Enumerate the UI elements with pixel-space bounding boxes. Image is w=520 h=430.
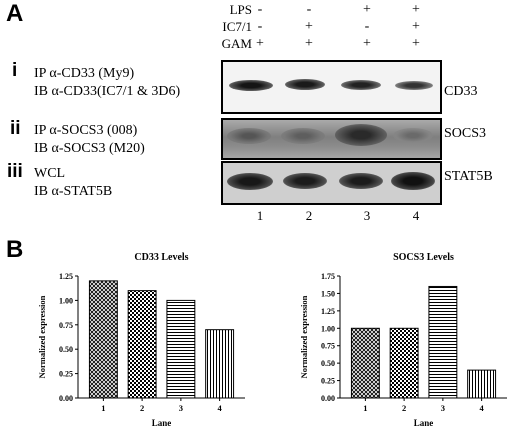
blot-cd33 <box>221 60 442 114</box>
band-lane-1 <box>229 80 273 91</box>
condition-sign: + <box>256 36 264 51</box>
blot-socs3 <box>221 118 442 160</box>
y-tick-label: 0.00 <box>59 394 73 403</box>
band-lane-3 <box>335 124 387 146</box>
chart-socs3-levels: SOCS3 Levels 0.00 0.25 0.50 0.75 1.00 1.25 1.50… <box>299 252 507 428</box>
band-lane-4 <box>395 81 433 90</box>
band-lane-3 <box>339 173 383 189</box>
band-lane-2 <box>281 128 325 144</box>
x-tick-label: 4 <box>480 403 485 413</box>
blot-iii-numeral: iii <box>7 161 23 182</box>
y-tick-label: 1.75 <box>321 272 335 281</box>
x-tick-label: 3 <box>441 403 445 413</box>
band-lane-3 <box>341 80 381 90</box>
x-tick-label: 1 <box>101 403 105 413</box>
blot-i-numeral: i <box>12 60 18 81</box>
blot-iii-wcl-label: WCL <box>34 166 66 181</box>
lane-number: 3 <box>363 208 371 223</box>
bar <box>467 369 497 399</box>
lane-number: 2 <box>305 208 313 223</box>
panel-a-letter: A <box>6 0 24 27</box>
condition-label-ic7-1: IC7/1 <box>222 19 252 34</box>
condition-sign: - <box>306 2 312 17</box>
bar <box>350 327 380 399</box>
x-axis-label: Lane <box>414 418 434 428</box>
blot-i-ib-label: IB α-CD33(IC7/1 & 3D6) <box>34 84 181 99</box>
y-tick-label: 1.25 <box>321 307 335 316</box>
y-tick-label: 1.50 <box>321 289 335 298</box>
condition-sign: + <box>412 36 420 51</box>
bar <box>88 280 118 399</box>
y-axis-label: Normalized expression <box>299 295 309 378</box>
y-tick-label: 0.75 <box>59 321 73 330</box>
chart-title: SOCS3 Levels <box>393 252 454 263</box>
blot-i-ip-label: IP α-CD33 (My9) <box>34 66 135 81</box>
condition-sign: - <box>364 19 370 34</box>
condition-sign: + <box>363 2 371 17</box>
blot-stat5b <box>221 161 442 205</box>
bar <box>389 327 419 399</box>
y-tick-label: 1.00 <box>59 296 73 305</box>
x-tick-label: 1 <box>363 403 367 413</box>
condition-label-gam: GAM <box>221 36 252 51</box>
y-tick-label: 0.50 <box>321 359 335 368</box>
bar <box>205 329 235 399</box>
x-tick-label: 2 <box>140 403 144 413</box>
blot-iii-protein-label: STAT5B <box>444 169 493 184</box>
y-tick-label: 0.75 <box>321 342 335 351</box>
band-lane-1 <box>227 128 271 144</box>
chart-title: CD33 Levels <box>134 252 188 263</box>
y-axis-label: Normalized expression <box>37 295 47 378</box>
condition-sign: - <box>257 19 263 34</box>
blot-iii-ib-label: IB α-STAT5B <box>34 184 113 199</box>
x-tick-label: 2 <box>402 403 406 413</box>
y-tick-label: 1.25 <box>59 272 73 281</box>
x-tick-label: 4 <box>218 403 223 413</box>
panel-b-letter: B <box>6 236 24 263</box>
band-lane-2 <box>285 79 325 90</box>
condition-label-lps: LPS <box>229 2 252 17</box>
blot-i-protein-label: CD33 <box>444 84 478 99</box>
blot-ii-protein-label: SOCS3 <box>444 126 487 141</box>
lane-number: 4 <box>412 208 420 223</box>
y-tick-label: 0.00 <box>321 394 335 403</box>
x-axis-label: Lane <box>152 418 172 428</box>
bar <box>127 290 157 399</box>
condition-sign: + <box>412 19 420 34</box>
band-lane-4 <box>393 128 433 143</box>
band-lane-1 <box>227 173 273 190</box>
y-tick-label: 0.25 <box>321 377 335 386</box>
condition-sign: + <box>305 19 313 34</box>
blot-ii-ip-label: IP α-SOCS3 (008) <box>34 123 138 138</box>
y-tick-label: 1.00 <box>321 324 335 333</box>
band-lane-2 <box>283 173 327 189</box>
condition-sign: + <box>305 36 313 51</box>
y-tick-label: 0.50 <box>59 345 73 354</box>
x-tick-label: 3 <box>179 403 183 413</box>
chart-cd33-levels: CD33 Levels 0.00 0.25 0.50 0.75 1.00 1.25 Norma… <box>37 252 245 428</box>
condition-sign: + <box>412 2 420 17</box>
condition-sign: + <box>363 36 371 51</box>
y-tick-label: 0.25 <box>59 370 73 379</box>
blot-ii-numeral: ii <box>10 118 21 139</box>
blot-ii-ib-label: IB α-SOCS3 (M20) <box>34 141 145 156</box>
bar <box>428 285 458 399</box>
lane-number: 1 <box>256 208 264 223</box>
condition-sign: - <box>257 2 263 17</box>
bar <box>166 299 196 399</box>
band-lane-4 <box>391 172 435 190</box>
